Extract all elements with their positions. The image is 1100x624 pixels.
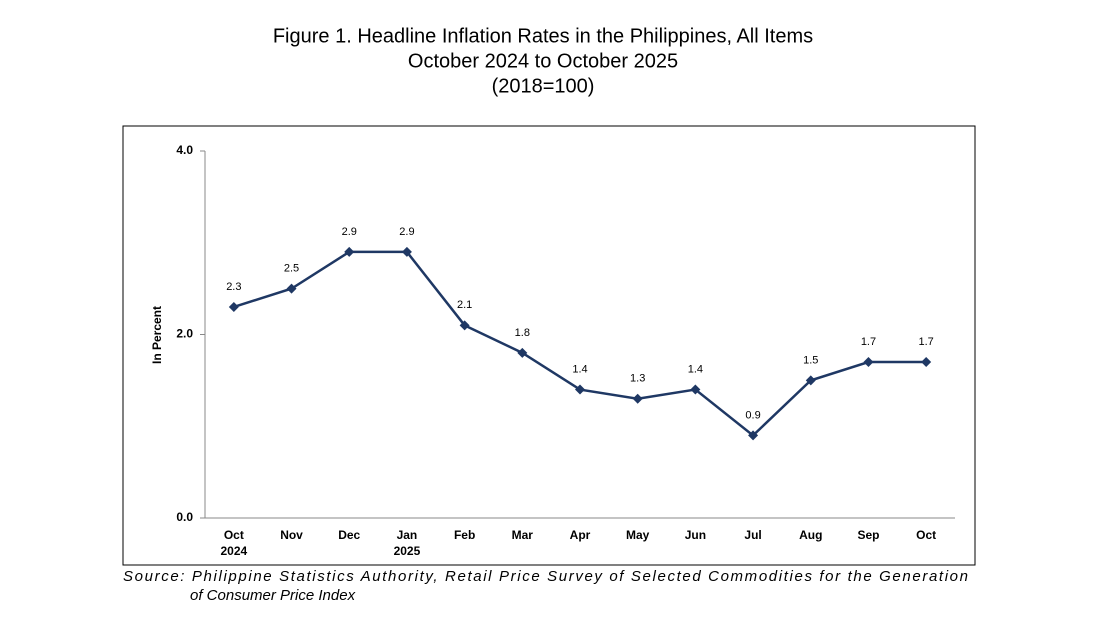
x-tick-label: Feb — [454, 528, 475, 542]
chart-frame — [122, 125, 976, 566]
value-label: 0.9 — [745, 409, 760, 421]
marker — [459, 320, 470, 331]
value-label: 1.4 — [572, 363, 587, 375]
marker — [228, 301, 239, 312]
y-tick-label: 4.0 — [176, 143, 193, 157]
chart-subtitle: (2018=100) — [492, 75, 595, 97]
x-tick-label: Apr — [570, 528, 591, 542]
x-tick-label: May — [626, 528, 650, 542]
value-label: 2.5 — [284, 263, 299, 275]
marker — [575, 384, 585, 395]
value-label: 1.8 — [515, 327, 530, 339]
x-tick-label: Sep — [857, 528, 879, 542]
y-axis-label: In Percent — [150, 306, 164, 364]
x-tick-label: Jul — [744, 528, 761, 542]
x-tick-label: Dec — [338, 528, 360, 542]
x-tick-label: Nov — [280, 528, 303, 542]
value-label: 1.4 — [688, 363, 703, 375]
chart-title: Figure 1. Headline Inflation Rates in th… — [273, 25, 813, 47]
marker — [805, 375, 816, 386]
x-tick-label: Oct — [916, 528, 936, 542]
marker — [344, 246, 355, 257]
value-label: 1.7 — [861, 336, 876, 348]
y-tick-label: 0.0 — [176, 510, 193, 524]
value-label: 1.7 — [919, 336, 934, 348]
marker — [748, 430, 759, 441]
source: Source: Philippine Statistics Authority,… — [123, 568, 968, 585]
marker — [921, 357, 932, 368]
x-tick-label: Jun — [685, 528, 706, 542]
value-label: 2.9 — [342, 226, 357, 238]
y-tick-label: 2.0 — [176, 327, 193, 341]
x-tick-label: 2025 — [394, 544, 421, 558]
source: of Consumer Price Index — [190, 587, 356, 604]
value-label: 1.5 — [803, 354, 818, 366]
value-label: 2.1 — [457, 299, 472, 311]
value-label: 2.9 — [399, 226, 414, 238]
marker — [632, 393, 643, 404]
x-tick-label: Oct — [224, 528, 244, 542]
x-tick-label: 2024 — [220, 544, 247, 558]
x-tick-label: Mar — [512, 528, 534, 542]
value-label: 1.3 — [630, 373, 645, 385]
marker — [863, 357, 874, 368]
line — [233, 250, 927, 438]
x-tick-label: Jan — [397, 528, 418, 542]
marker — [401, 246, 412, 257]
value-label: 2.3 — [226, 281, 241, 293]
x-tick-label: Aug — [799, 528, 822, 542]
marker — [517, 347, 528, 358]
marker — [690, 384, 701, 395]
chart-subtitle: October 2024 to October 2025 — [408, 50, 678, 72]
marker — [286, 283, 297, 294]
